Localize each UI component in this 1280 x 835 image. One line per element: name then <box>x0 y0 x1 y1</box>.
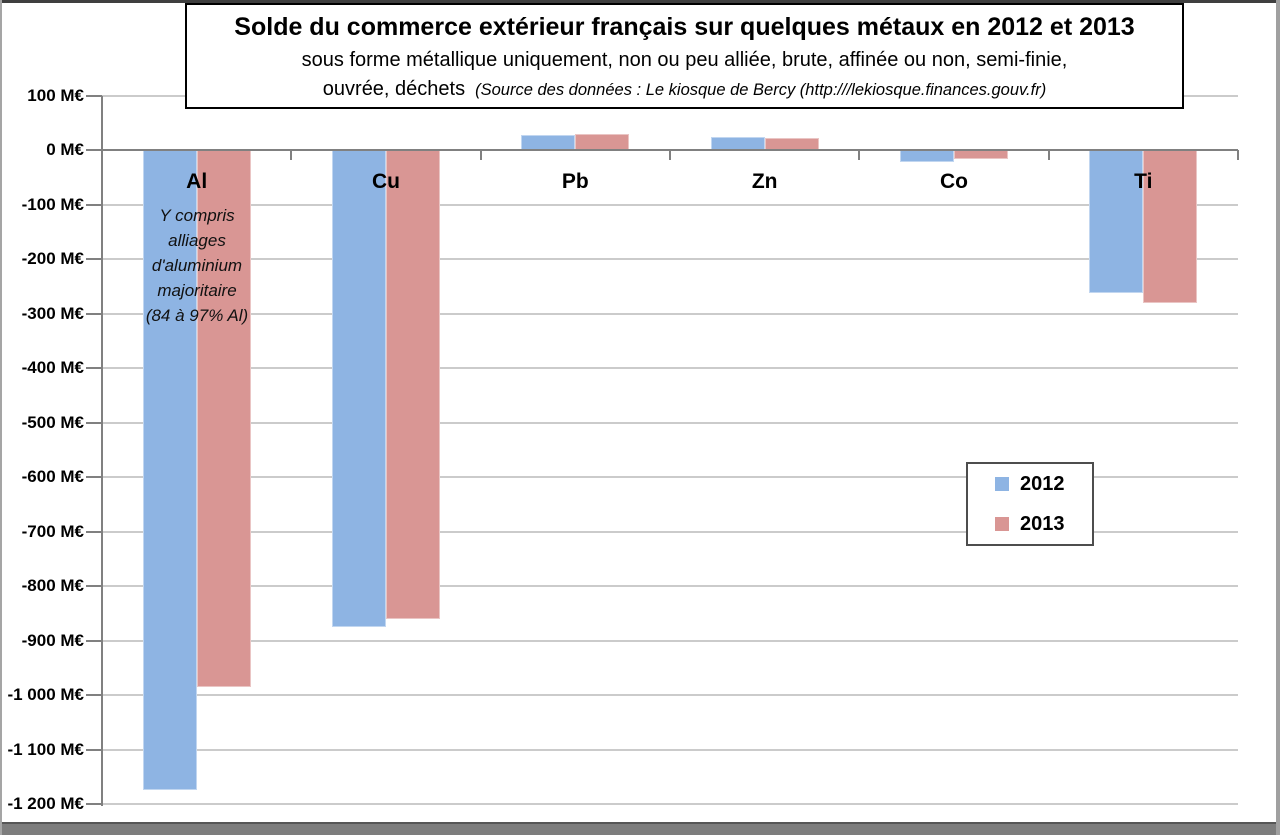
gridline--800M€ <box>102 585 1238 588</box>
x-axis-tick <box>479 150 482 161</box>
gridline--400M€ <box>102 367 1238 370</box>
y-axis-tick <box>86 367 102 370</box>
bar-2012-ti <box>1089 150 1144 294</box>
bar-2013-cu <box>386 150 440 619</box>
y-axis-label: -500 M€ <box>21 412 84 432</box>
y-axis-label: -900 M€ <box>21 630 84 650</box>
y-axis-label: -700 M€ <box>21 521 84 541</box>
gridline--1200M€ <box>102 803 1238 805</box>
y-axis-tick <box>86 748 102 751</box>
bar-2012-al <box>142 150 197 791</box>
bar-2013-al <box>196 150 251 687</box>
y-axis-tick <box>86 203 102 206</box>
y-axis-label: 0 M€ <box>46 140 84 160</box>
y-axis-label: -1 200 M€ <box>7 794 84 813</box>
y-axis-tick <box>86 694 102 697</box>
y-axis-label: -1 000 M€ <box>7 685 84 705</box>
al-annotation-line: majoritaire <box>157 281 237 300</box>
x-axis-tick <box>290 150 293 161</box>
y-axis-tick <box>86 258 102 261</box>
category-label-cu: Cu <box>372 170 400 194</box>
frame-right-border <box>1276 0 1280 835</box>
al-annotation-line: Y compris <box>159 206 235 225</box>
bar-2012-pb <box>521 135 576 151</box>
gridline--1100M€ <box>102 748 1238 751</box>
x-axis-tick <box>1047 150 1050 161</box>
al-annotation-line: d'aluminium <box>151 256 243 275</box>
y-axis-label: -1 100 M€ <box>7 739 84 759</box>
frame-top-border <box>0 0 1280 3</box>
legend-swatch-2012 <box>995 477 1009 491</box>
gridline--900M€ <box>102 639 1238 642</box>
gridline--200M€ <box>102 258 1238 261</box>
y-axis-tick <box>86 95 102 97</box>
bar-2013-co <box>954 150 1008 159</box>
al-annotation-line: alliages <box>168 231 226 250</box>
y-axis-label: -400 M€ <box>21 358 84 378</box>
chart-subtitle: sous forme métallique uniquement, non ou… <box>301 49 1068 71</box>
category-label-al: Al <box>186 170 208 194</box>
frame-bottom-border <box>0 822 1280 835</box>
gridline--300M€ <box>102 312 1238 315</box>
bar-2012-cu <box>332 150 386 627</box>
frame-left-border <box>0 0 2 835</box>
y-axis-tick <box>86 149 102 152</box>
legend-item-2013: 2013 <box>968 504 1092 544</box>
legend-item-2012: 2012 <box>968 464 1092 504</box>
legend: 2012 2013 <box>966 462 1094 546</box>
gridline--500M€ <box>102 421 1238 424</box>
y-axis-label: -600 M€ <box>21 467 84 487</box>
chart-title: Solde du commerce extérieur français sur… <box>234 13 1135 41</box>
chart-source: (Source des données : Le kiosque de Berc… <box>475 81 1047 99</box>
y-axis-label: 100 M€ <box>27 86 84 105</box>
category-label-ti: Ti <box>1134 170 1153 194</box>
chart-title-box: Solde du commerce extérieur français sur… <box>185 3 1184 109</box>
legend-swatch-2013 <box>995 517 1009 531</box>
y-axis-tick <box>86 803 102 805</box>
category-label-pb: Pb <box>561 170 589 194</box>
bar-2013-pb <box>575 133 630 151</box>
y-axis-tick <box>86 585 102 588</box>
x-axis-tick <box>101 150 103 161</box>
al-annotation-line: (84 à 97% Al) <box>145 306 249 325</box>
x-axis-tick <box>669 150 671 161</box>
y-axis-tick <box>86 421 102 424</box>
al-annotation: Y compris alliages d'aluminium majoritaire (… <box>112 203 282 328</box>
bar-2013-ti <box>1143 150 1198 304</box>
y-axis-label: -200 M€ <box>21 249 84 269</box>
category-label-co: Co <box>940 170 968 194</box>
x-axis-tick <box>1237 150 1239 161</box>
legend-label-2012: 2012 <box>1020 472 1065 495</box>
chart-subtitle-row: ouvrée, déchets (Source des données : Le … <box>187 75 1182 104</box>
bar-2012-co <box>900 150 954 162</box>
legend-label-2013: 2013 <box>1020 512 1065 535</box>
gridline--100M€ <box>102 203 1238 206</box>
chart-subtitle-2: ouvrée, déchets <box>322 78 466 100</box>
gridline--600M€ <box>102 476 1238 479</box>
y-axis-tick <box>86 639 102 642</box>
y-axis-tick <box>86 530 102 533</box>
gridline--1000M€ <box>102 694 1238 697</box>
gridline--700M€ <box>102 530 1238 533</box>
y-axis-tick <box>86 312 102 315</box>
y-axis-tick <box>86 476 102 479</box>
category-label-zn: Zn <box>751 170 778 194</box>
y-axis-label: -800 M€ <box>21 576 84 596</box>
x-axis-tick <box>858 150 861 161</box>
y-axis-label: -100 M€ <box>21 194 84 214</box>
y-axis-line <box>101 96 103 806</box>
y-axis-label: -300 M€ <box>21 303 84 323</box>
